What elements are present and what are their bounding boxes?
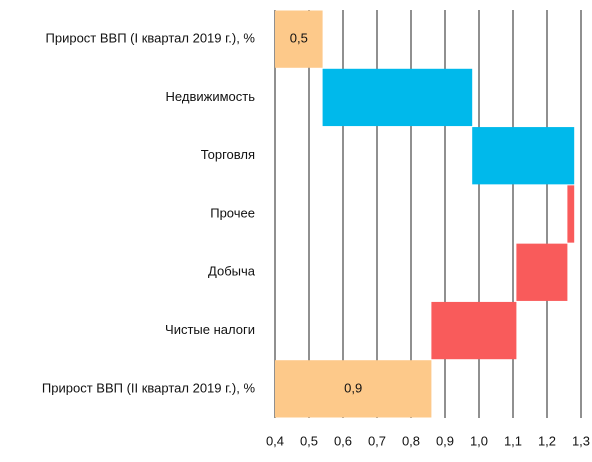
x-tick-label: 0,4: [266, 433, 284, 448]
x-tick-label: 1,3: [572, 433, 590, 448]
bar: [431, 301, 517, 360]
value-label: 0,5: [290, 31, 308, 46]
x-tick-label: 1,0: [470, 433, 488, 448]
value-label: 0,9: [344, 380, 362, 395]
x-tick-label: 1,2: [538, 433, 556, 448]
x-tick-label: 0,9: [436, 433, 454, 448]
x-tick-label: 1,1: [504, 433, 522, 448]
x-tick-label: 0,5: [300, 433, 318, 448]
category-label: Прочее: [210, 205, 255, 220]
bar: [516, 243, 568, 301]
x-tick-label: 0,6: [334, 433, 352, 448]
x-tick-label: 0,7: [368, 433, 386, 448]
category-label: Чистые налоги: [165, 322, 255, 337]
bar: [275, 360, 432, 418]
bar: [275, 10, 323, 68]
category-label: Прирост ВВП (I квартал 2019 г.), %: [46, 31, 256, 46]
bar: [322, 68, 473, 127]
category-label: Торговля: [201, 147, 255, 162]
bar: [472, 127, 575, 185]
x-tick-label: 0,8: [402, 433, 420, 448]
category-label: Недвижимость: [166, 89, 256, 104]
category-label: Добыча: [208, 264, 256, 279]
bar: [567, 185, 575, 243]
category-label: Прирост ВВП (II квартал 2019 г.), %: [42, 380, 256, 395]
